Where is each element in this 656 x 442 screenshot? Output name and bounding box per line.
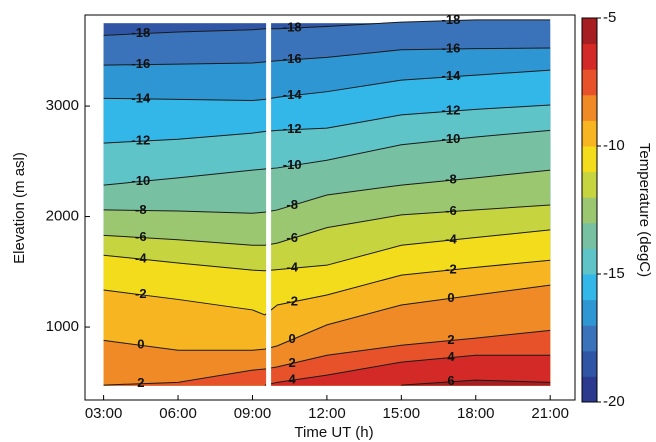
colorbar-swatch [582,120,597,147]
contour-label: -14 [283,87,303,102]
contour-label: -12 [283,121,302,136]
contour-line [103,19,551,36]
x-tick-label: 03:00 [85,405,123,422]
contour-band [264,355,551,386]
contour-label: 0 [447,290,454,305]
contour-label: 4 [447,349,455,364]
x-axis-label: Time UT (h) [294,424,373,441]
y-tick-label: 3000 [46,97,79,114]
contour-label: -18 [283,19,302,34]
contour-label: -4 [286,260,298,275]
colorbar-swatch [582,18,597,45]
contour-label: 0 [137,337,144,352]
contour-label: 2 [447,332,454,347]
colorbar-swatch [582,274,597,301]
colorbar-swatch [582,197,597,224]
contour-line [264,354,551,386]
colorbar-swatch [582,94,597,121]
contour-label: -14 [442,68,462,83]
contour-label: 6 [447,373,454,388]
colorbar-swatch [582,325,597,352]
contour-label: -10 [131,173,150,188]
colorbar-frame [581,17,598,403]
y-tick-label: 2000 [46,208,79,225]
colorbar-swatch [582,376,597,403]
colorbar-tick-label: -15 [603,265,625,282]
contour-line [401,379,551,386]
contour-line [103,259,551,316]
contour-line [103,69,551,102]
colorbar-swatch [582,248,597,275]
contour-label: -18 [442,12,461,27]
contour-label: -18 [131,25,150,40]
contour-label: -8 [135,202,147,217]
contour-line [103,104,551,144]
contour-line [103,47,551,66]
colorbar-label: Temperature (degC) [636,143,653,277]
colorbar-swatch [582,222,597,249]
contour-label: -6 [286,230,298,245]
contour-label: -8 [286,197,298,212]
contour-line [103,284,551,351]
contour-label: 2 [289,355,296,370]
colorbar-swatch [582,69,597,96]
x-tick-label: 18:00 [457,405,495,422]
contour-label: -10 [283,157,302,172]
contour-label: -10 [442,131,461,146]
contour-label: -4 [135,251,147,266]
colorbar-swatch [582,299,597,326]
colorbar-swatch [582,43,597,70]
x-tick-label: 12:00 [308,405,346,422]
contour-label: -16 [283,51,302,66]
x-tick-label: 09:00 [234,405,272,422]
contour-label: -16 [442,40,461,55]
contour-label: 2 [137,375,144,390]
colorbar-swatch [582,146,597,173]
contour-label: -12 [442,103,461,118]
plot-frame [84,14,576,401]
colorbar-swatch [582,171,597,198]
contour-label: -2 [135,286,147,301]
contour-label: -4 [445,232,457,247]
x-tick-label: 15:00 [383,405,421,422]
contour-label: -2 [286,293,298,308]
contour-label: -14 [131,90,151,105]
contour-label: -12 [131,133,150,148]
contour-line [103,169,551,214]
y-tick-label: 1000 [46,318,79,335]
y-axis-label: Elevation (m asl) [11,152,28,264]
contour-line [103,229,551,272]
contour-label: -6 [445,203,457,218]
x-tick-label: 21:00 [531,405,569,422]
colorbar-tick-label: -20 [603,393,625,410]
contour-line [103,329,551,386]
contour-label: -8 [445,172,457,187]
contour-line [103,129,551,186]
x-tick-label: 06:00 [159,405,197,422]
contour-label: -16 [131,56,150,71]
contour-label: -6 [135,229,147,244]
colorbar-swatch [582,350,597,377]
data-gap [266,15,272,400]
contour-label: 4 [289,372,297,387]
contour-line [103,204,551,246]
colorbar-tick-label: -5 [603,9,616,26]
contour-label: 0 [289,331,296,346]
contour-label: -2 [445,261,457,276]
colorbar-tick-label: -10 [603,137,625,154]
